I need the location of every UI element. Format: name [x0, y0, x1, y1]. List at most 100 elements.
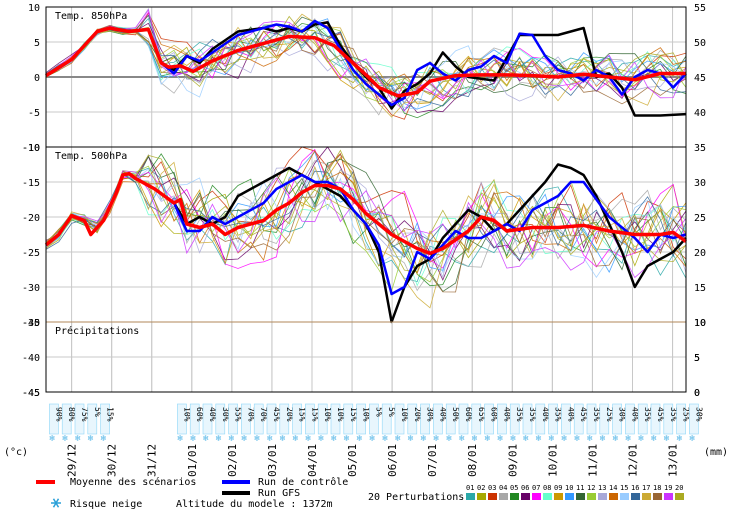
- snow-risk-percent: 35%: [515, 407, 524, 422]
- snow-risk-flake: ❄: [664, 434, 670, 444]
- snow-risk-flake: ❄: [587, 434, 593, 444]
- snow-risk-cell: [433, 403, 443, 435]
- snow-risk-percent: 40%: [502, 407, 511, 422]
- perturbation-id: 19: [664, 484, 672, 492]
- panel-500hPa: -10-15-20-25-30-35-40-4535302520151050Te…: [22, 143, 706, 399]
- perturbation-trace: [45, 146, 687, 263]
- right-tick-label: 25: [694, 213, 706, 224]
- perturbation-id: 01: [466, 484, 474, 492]
- perturbation-swatch: [499, 493, 508, 500]
- date-tick-label: 03/01: [266, 444, 279, 477]
- snow-risk-cell: [625, 403, 635, 435]
- snow-risk-percent: 60%: [490, 407, 499, 422]
- legend-mean-label: Moyenne des scénarios: [70, 476, 196, 488]
- perturbation-id: 02: [477, 484, 485, 492]
- perturbation-id: 06: [521, 484, 529, 492]
- snow-risk-flake: ❄: [88, 434, 94, 444]
- snow-risk-cell: [522, 403, 533, 435]
- perturbation-swatch: [664, 493, 673, 500]
- date-tick-label: 02/01: [226, 444, 239, 477]
- snow-risk-cell: [330, 403, 341, 435]
- left-tick-label: -45: [22, 388, 40, 399]
- perturbation-trace: [45, 9, 687, 112]
- snow-risk-percent: 40%: [208, 407, 217, 422]
- snow-risk-flake: ❄: [190, 434, 196, 444]
- snow-risk-percent: 45%: [656, 407, 665, 422]
- snow-risk-cell: [471, 403, 482, 435]
- perturbation-id: 07: [532, 484, 540, 492]
- snow-risk-flake: ❄: [510, 434, 516, 444]
- perturbation-trace: [45, 155, 687, 292]
- snow-risk-cell: [202, 403, 213, 435]
- perturbation-swatch: [620, 493, 629, 500]
- perturbation-swatch: [675, 493, 684, 500]
- snow-risk-percent: 65%: [477, 407, 486, 422]
- mean-series-line: [45, 26, 686, 98]
- snow-risk-flake: ❄: [229, 434, 235, 444]
- perturbation-swatch: [521, 493, 530, 500]
- snow-risk-cell: [100, 403, 110, 435]
- left-tick-label: -5: [28, 108, 40, 119]
- snow-risk-flake: ❄: [357, 434, 363, 444]
- perturbation-swatch: [587, 493, 596, 500]
- snow-risk-percent: 10%: [182, 407, 191, 422]
- right-tick-label: 50: [694, 38, 706, 49]
- date-tick-label: 05/01: [346, 444, 359, 477]
- snow-risk-flake: ❄: [49, 434, 55, 444]
- snow-risk-cell: [407, 403, 418, 435]
- frame-500: [45, 146, 687, 393]
- snow-risk-cell: [253, 403, 264, 435]
- snow-risk-percent: 75%: [80, 407, 89, 422]
- right-tick-label: 0: [694, 388, 700, 399]
- snow-risk-cell: [586, 403, 597, 435]
- snow-risk-percent: 35%: [528, 407, 537, 422]
- right-tick-label: 30: [694, 178, 706, 189]
- snow-risk-cell: [509, 403, 520, 435]
- left-tick-label: -40: [22, 318, 40, 329]
- snow-risk-cell: [74, 403, 85, 435]
- snow-risk-cell: [369, 403, 379, 435]
- snow-risk-cell: [228, 403, 238, 435]
- perturbation-id: 12: [587, 484, 595, 492]
- perturbation-swatch: [576, 493, 585, 500]
- snow-risk-cell: [548, 403, 558, 435]
- snow-risk-flake: ❄: [638, 434, 644, 444]
- right-tick-label: 40: [694, 108, 706, 119]
- legend-gfs-label: Run GFS: [258, 488, 300, 499]
- perturbation-trace: [45, 170, 687, 258]
- perturbation-swatch: [477, 493, 486, 500]
- snow-risk-cell: [177, 403, 187, 435]
- snow-risk-percent: 60%: [195, 407, 204, 422]
- right-tick-label: 10: [694, 318, 706, 329]
- snow-risk-percent: 15%: [310, 407, 319, 422]
- snow-risk-percent: 30%: [618, 407, 627, 422]
- snow-risk-cell: [650, 403, 661, 435]
- date-tick-label: 06/01: [386, 444, 399, 477]
- perturbation-id: 09: [554, 484, 562, 492]
- snow-risk-cell: [535, 403, 546, 435]
- snow-risk-percent: 55%: [234, 407, 243, 422]
- snow-risk-cell: [241, 403, 251, 435]
- snow-risk-cell: [663, 403, 674, 435]
- snow-risk-flake: ❄: [62, 434, 68, 444]
- snow-risk-flake: ❄: [408, 434, 414, 444]
- snowflake-icon: [51, 498, 61, 508]
- snow-risk-cell: [292, 403, 302, 435]
- left-tick-label: -25: [22, 248, 40, 259]
- perturbation-id: 16: [631, 484, 639, 492]
- perturbation-trace: [45, 165, 687, 292]
- snow-risk-cell: [49, 403, 59, 435]
- left-axis-unit: (°c): [4, 447, 28, 458]
- snow-risk-flake: ❄: [433, 434, 439, 444]
- date-tick-label: 13/01: [667, 444, 680, 477]
- perturbations-label: 20 Perturbations: [368, 492, 464, 503]
- perturbation-id: 14: [609, 484, 617, 492]
- left-tick-label: -40: [22, 353, 40, 364]
- snow-risk-percent: 10%: [362, 407, 371, 422]
- snow-risk-cell: [637, 403, 648, 435]
- snow-risk-percent: 40%: [438, 407, 447, 422]
- snow-risk-percent: 90%: [54, 407, 63, 422]
- snow-risk-cell: [356, 403, 366, 435]
- right-axis-unit: (mm): [704, 447, 728, 458]
